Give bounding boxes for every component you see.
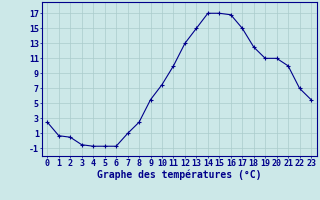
X-axis label: Graphe des températures (°C): Graphe des températures (°C) [97, 169, 261, 180]
